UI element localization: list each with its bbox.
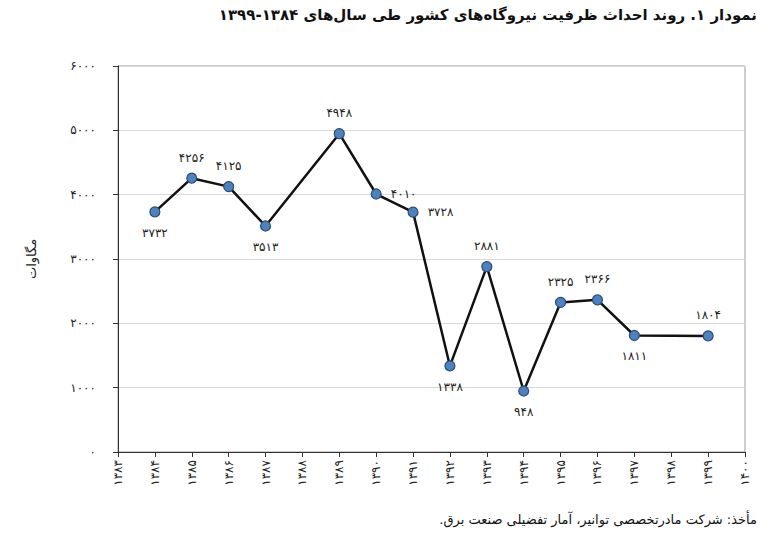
svg-text:۱۸۱۱: ۱۸۱۱ [621, 349, 647, 363]
svg-text:۲۰۰۰: ۲۰۰۰ [70, 316, 96, 330]
svg-text:۱۳۹۰: ۱۳۹۰ [369, 460, 383, 486]
svg-text:۵۰۰۰: ۵۰۰۰ [70, 123, 96, 137]
svg-text:۱۳۹۲: ۱۳۹۲ [443, 460, 457, 486]
svg-text:۱۳۹۶: ۱۳۹۶ [590, 460, 604, 486]
svg-text:۱۴۰۰: ۱۴۰۰ [738, 460, 752, 486]
svg-text:۱۳۸۳: ۱۳۸۳ [111, 459, 125, 485]
svg-text:۱۳۹۳: ۱۳۹۳ [480, 459, 494, 485]
html-text:نمودار ۱. روند احداث ظرفیت نیر: نمودار ۱. روند احداث ظرفیت نیروگاه‌های ک… [218, 6, 757, 24]
svg-text:۱۳۹۷: ۱۳۹۷ [627, 459, 641, 485]
svg-text:مگاوات: مگاوات [24, 239, 40, 279]
svg-text:۱۳۹۱: ۱۳۹۱ [406, 460, 420, 486]
svg-text:۱۳۸۵: ۱۳۸۵ [185, 460, 199, 486]
svg-text:۱۸۰۴: ۱۸۰۴ [695, 308, 721, 322]
svg-text:۱۳۸۶: ۱۳۸۶ [222, 460, 236, 486]
svg-text:۱۳۹۴: ۱۳۹۴ [517, 460, 531, 486]
svg-text:۴۹۴۸: ۴۹۴۸ [326, 106, 352, 120]
svg-text:۱۳۹۹: ۱۳۹۹ [701, 460, 715, 486]
svg-text:۲۳۲۵: ۲۳۲۵ [548, 275, 574, 289]
svg-text:۳۰۰۰: ۳۰۰۰ [70, 252, 96, 266]
svg-text:۲۸۸۱: ۲۸۸۱ [474, 239, 500, 253]
svg-text:۱۳۸۸: ۱۳۸۸ [295, 459, 309, 485]
svg-text:۲۳۶۶: ۲۳۶۶ [585, 272, 611, 286]
svg-text:۴۱۲۵: ۴۱۲۵ [216, 159, 242, 173]
svg-text:۱۳۳۸: ۱۳۳۸ [437, 380, 463, 394]
html-text:مأخذ: شرکت مادرتخصصی توانیر، آ: مأخذ: شرکت مادرتخصصی توانیر، آمار تفضیلی… [439, 512, 757, 527]
svg-text:۴۰۱۰: ۴۰۱۰ [391, 187, 417, 201]
svg-text:۳۵۱۳: ۳۵۱۳ [253, 240, 279, 254]
svg-text:۱۳۸۷: ۱۳۸۷ [259, 459, 273, 485]
svg-text:۴۰۰۰: ۴۰۰۰ [70, 188, 96, 202]
svg-text:۶۰۰۰: ۶۰۰۰ [70, 59, 96, 73]
svg-text:۳۷۲۸: ۳۷۲۸ [428, 205, 454, 219]
svg-text:۱۳۸۴: ۱۳۸۴ [148, 460, 162, 486]
svg-text:۰: ۰ [90, 445, 96, 459]
svg-text:۳۷۳۲: ۳۷۳۲ [142, 226, 168, 240]
svg-text:۱۳۹۸: ۱۳۹۸ [664, 459, 678, 485]
svg-text:۹۴۸: ۹۴۸ [514, 405, 534, 419]
svg-text:۱۳۸۹: ۱۳۸۹ [332, 460, 346, 486]
svg-text:۱۳۹۵: ۱۳۹۵ [554, 460, 568, 486]
svg-text:۱۰۰۰: ۱۰۰۰ [70, 381, 96, 395]
svg-text:۴۲۵۶: ۴۲۵۶ [179, 151, 205, 165]
